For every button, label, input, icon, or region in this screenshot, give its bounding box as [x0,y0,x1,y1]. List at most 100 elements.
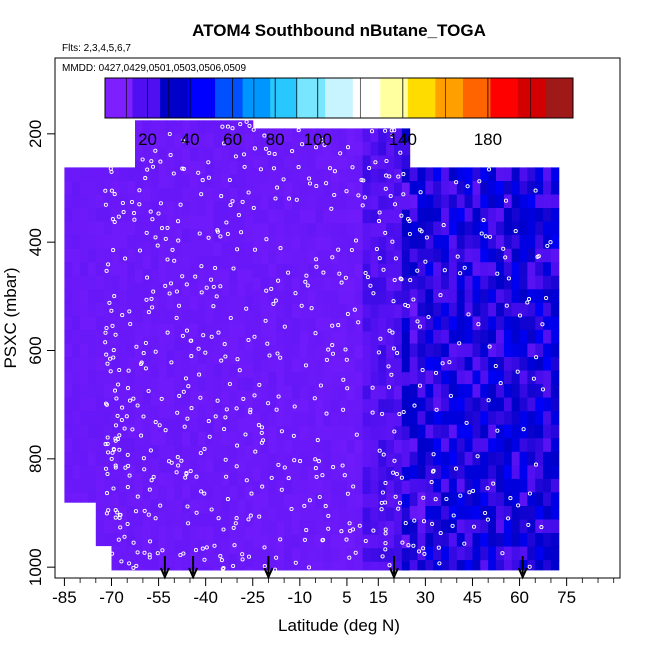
heatmap-cell [119,424,128,439]
sample-point [479,231,484,236]
heatmap-cell [307,169,317,184]
sample-point [120,200,125,206]
heatmap-cell [88,357,97,372]
heatmap-cell [425,181,434,196]
heatmap-cell [543,329,552,344]
sample-point [471,488,476,493]
heatmap-cell [519,438,528,453]
sample-point [548,240,553,245]
sample-point [199,290,204,295]
heatmap-cell [307,561,317,571]
heatmap-cell [166,472,175,487]
heatmap-cell [370,372,379,387]
heatmap-cell [229,418,238,433]
heatmap-cell [480,478,489,493]
heatmap-cell [401,534,411,549]
sample-point [172,258,177,263]
sample-point [119,559,124,564]
heatmap-cell [166,174,175,189]
heatmap-cell [433,289,442,304]
heatmap-cell [237,133,246,148]
heatmap-cell [370,345,379,360]
sample-point [209,507,214,512]
heatmap-cell [433,262,442,277]
heatmap-cell [127,546,136,561]
heatmap-cell [135,269,144,284]
sample-point [273,298,278,303]
heatmap-cell [221,282,230,297]
heatmap-cell [244,309,254,324]
heatmap-cell [550,465,560,480]
sample-point [206,419,211,424]
heatmap-cell [197,350,207,365]
heatmap-cell [331,467,340,482]
heatmap-cell [409,208,419,223]
heatmap-cell [276,494,285,509]
sample-point [434,407,439,412]
heatmap-cell [166,431,175,446]
heatmap-cell [150,188,160,203]
sample-point [168,281,174,286]
heatmap-cell [472,194,481,209]
heatmap-cell [127,181,136,196]
sample-point [526,522,531,527]
heatmap-cell [244,323,254,338]
sample-point [442,268,447,273]
heatmap-cell [182,364,191,379]
heatmap-cell [244,499,254,514]
sample-point [262,133,267,138]
heatmap-cell [362,399,371,414]
heatmap-cell [237,188,246,203]
heatmap-cell [64,235,73,250]
heatmap-cell [409,411,419,426]
sample-point [391,299,396,304]
heatmap-cell [221,499,230,514]
heatmap-cell [535,357,544,372]
sample-point [252,247,258,252]
heatmap-cell [142,553,152,568]
heatmap-cell [221,553,230,568]
sample-point [148,448,153,453]
sample-point [293,560,298,565]
heatmap-cell [323,467,332,482]
heatmap-cell [307,453,317,468]
heatmap-cell [331,521,340,536]
heatmap-cell [354,277,364,292]
heatmap-cell [323,385,332,400]
sample-point [273,567,278,572]
heatmap-cell [268,467,277,482]
sample-point [176,303,182,308]
heatmap-cell [401,155,411,170]
heatmap-cell [339,142,348,157]
heatmap-cell [323,480,332,495]
sample-point [525,300,530,305]
heatmap-cell [221,445,230,460]
heatmap-cell [511,302,521,317]
heatmap-cell [456,533,466,548]
heatmap-cell [307,318,317,333]
heatmap-cell [441,533,450,548]
heatmap-cell [339,412,348,427]
heatmap-cell [197,188,207,203]
sample-point [108,356,113,361]
heatmap-cell [88,181,97,196]
colorbar-tick-label: 180 [474,130,502,149]
heatmap-cell [339,196,348,211]
sample-point [504,303,509,308]
sample-point [527,564,532,569]
heatmap-cell [229,499,238,514]
heatmap-cell [95,343,105,358]
heatmap-cell [511,397,521,412]
sample-point [380,554,385,559]
heatmap-cell [433,275,442,290]
sample-point [263,318,268,323]
heatmap-cell [142,377,152,392]
heatmap-cell [480,506,489,521]
heatmap-cell [503,519,513,534]
heatmap-cell [339,534,348,549]
sample-point [383,541,388,546]
sample-point [231,266,236,271]
heatmap-cell [299,236,309,251]
heatmap-cell [221,160,230,175]
heatmap-cell [158,553,167,568]
